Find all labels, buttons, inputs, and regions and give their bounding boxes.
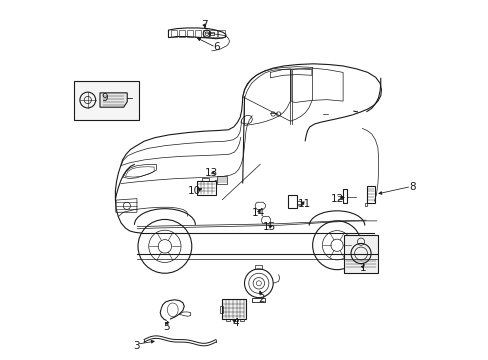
Text: 2: 2 <box>258 294 264 304</box>
Bar <box>202 178 209 181</box>
Text: 10: 10 <box>187 186 201 197</box>
Bar <box>344 235 378 273</box>
Bar <box>179 31 185 37</box>
Text: 15: 15 <box>263 222 276 232</box>
Bar <box>233 319 238 321</box>
Bar <box>366 186 374 203</box>
Text: 6: 6 <box>213 42 220 52</box>
Bar <box>197 181 215 195</box>
Bar <box>240 319 244 321</box>
Text: 4: 4 <box>232 319 238 328</box>
Bar <box>255 265 262 269</box>
Bar <box>74 81 139 120</box>
Text: 1: 1 <box>359 263 366 273</box>
Bar <box>218 31 224 37</box>
Bar <box>186 31 193 37</box>
Bar <box>222 300 245 319</box>
Text: 3: 3 <box>133 341 139 351</box>
Text: 7: 7 <box>201 20 207 30</box>
Bar <box>171 31 177 37</box>
Bar <box>208 32 213 35</box>
Text: 12: 12 <box>330 194 343 204</box>
Text: 14: 14 <box>252 208 265 218</box>
Bar <box>194 31 201 37</box>
Bar <box>217 176 227 184</box>
Text: 11: 11 <box>298 199 311 210</box>
Polygon shape <box>100 93 127 107</box>
Bar <box>210 31 217 37</box>
Bar <box>220 306 223 314</box>
Bar <box>225 319 230 321</box>
Text: 9: 9 <box>101 93 108 103</box>
Bar <box>252 298 265 302</box>
Bar <box>343 189 346 203</box>
Text: 13: 13 <box>204 168 218 178</box>
Text: 5: 5 <box>163 322 169 332</box>
Bar <box>202 31 208 37</box>
Text: 8: 8 <box>408 182 415 192</box>
Bar <box>287 195 297 208</box>
